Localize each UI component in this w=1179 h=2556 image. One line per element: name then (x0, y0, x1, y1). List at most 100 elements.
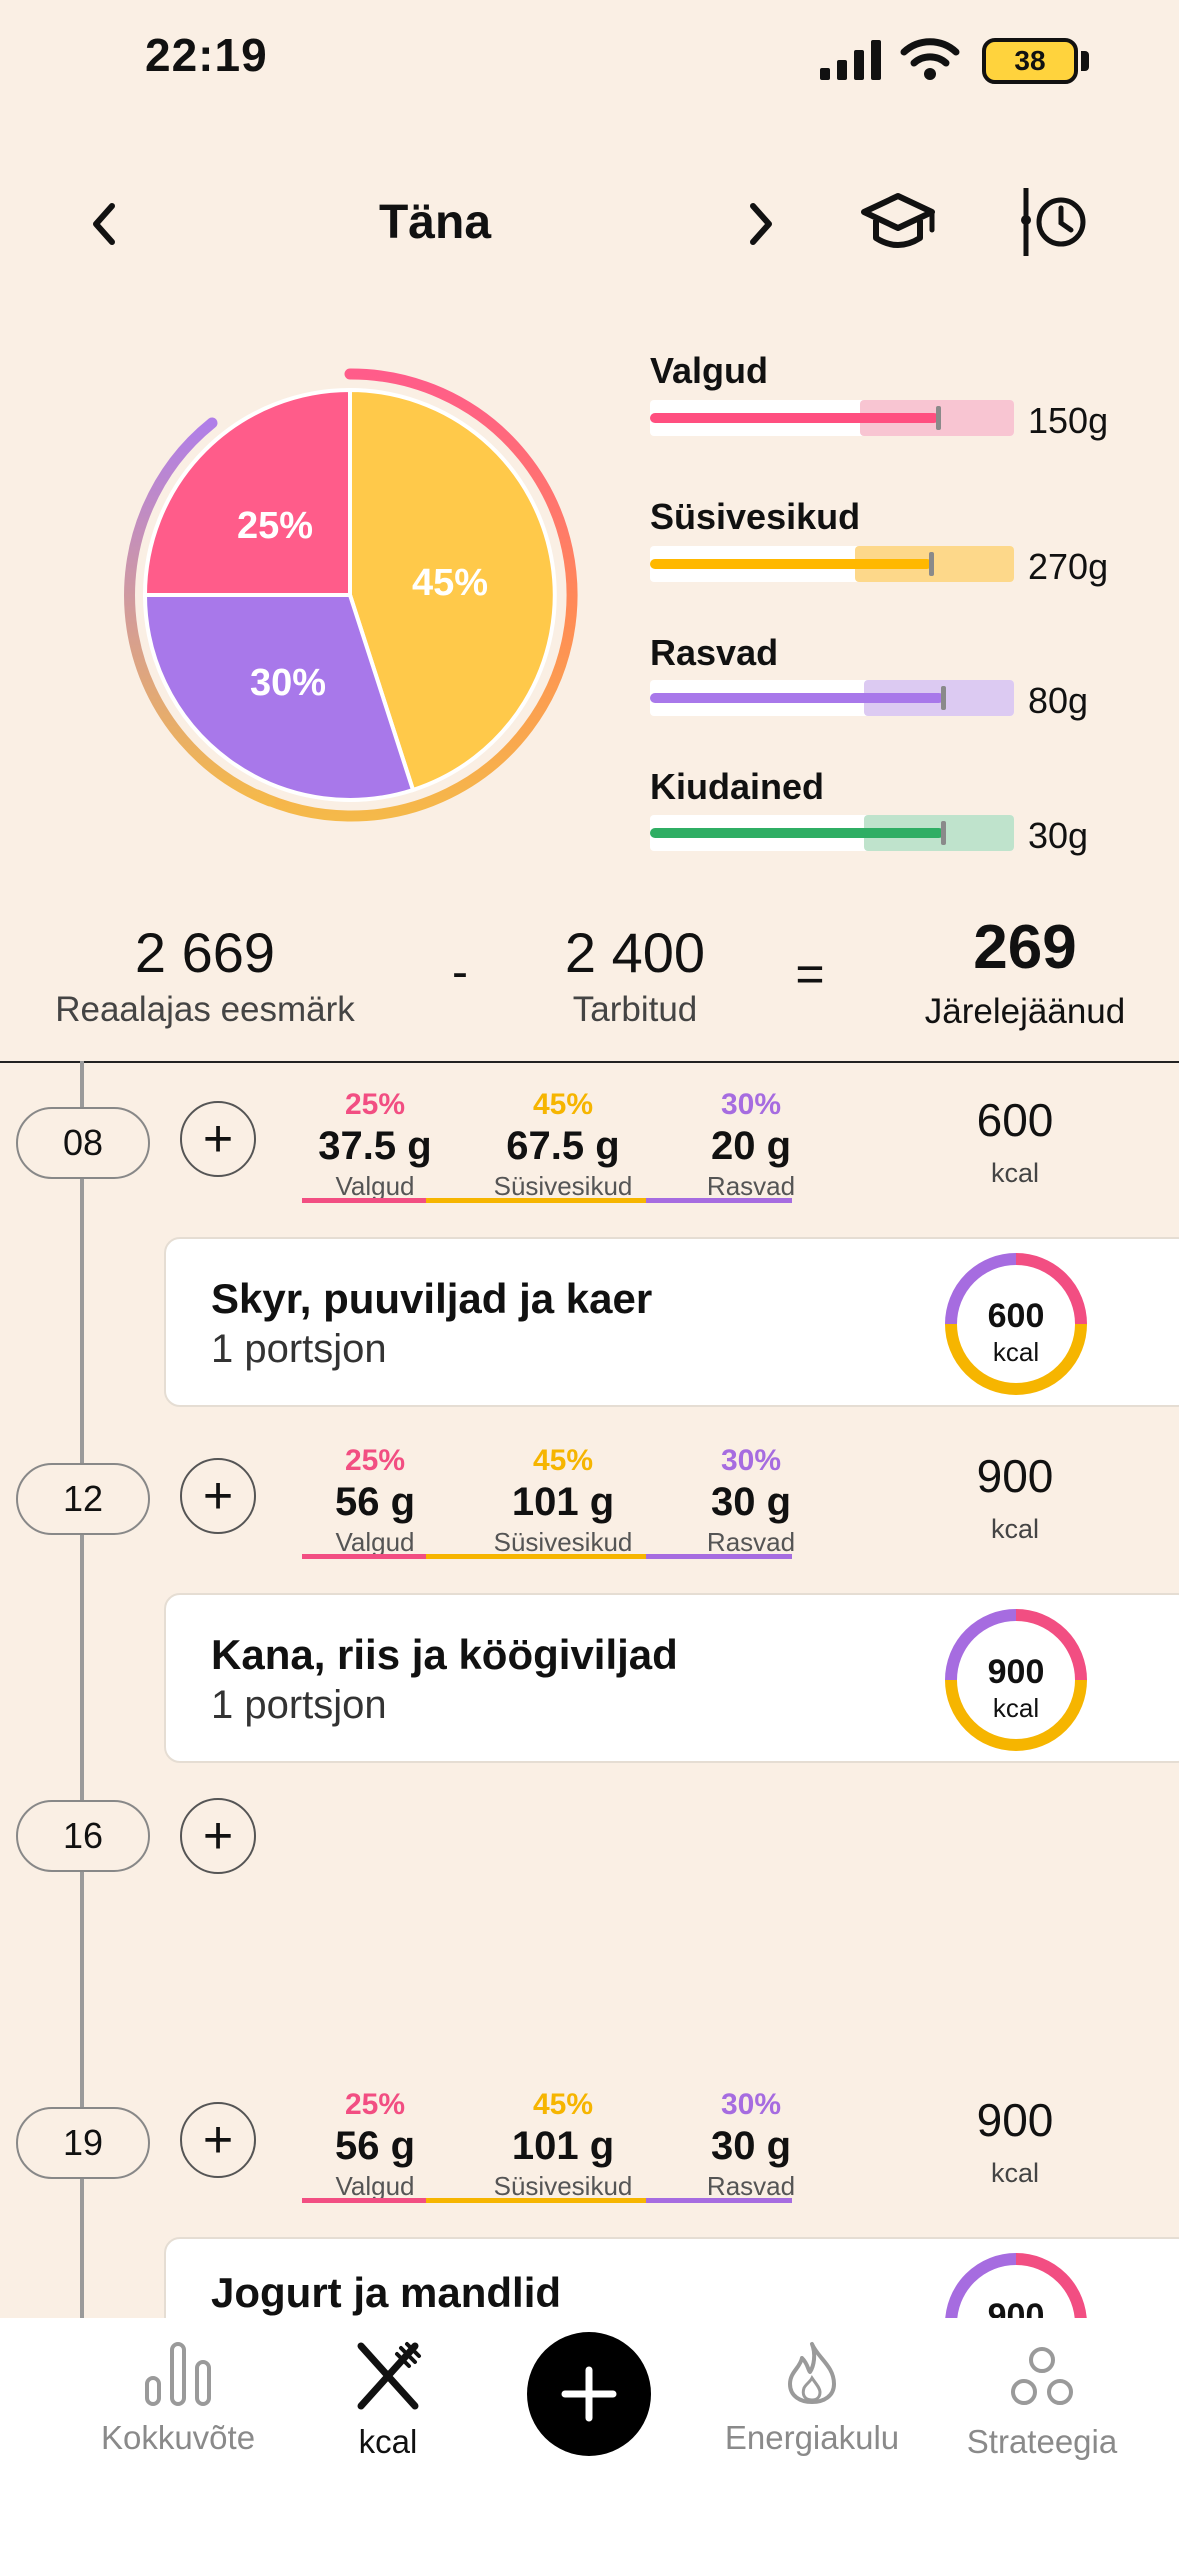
macro-bar-fill (650, 413, 939, 423)
graduation-cap-icon[interactable] (860, 190, 936, 256)
meal-card-kcal-unit: kcal (992, 1337, 1040, 1367)
tab-bar: Kokkuvõte kcal Energiakulu Strateegia (0, 2318, 1179, 2556)
add-meal-08-button[interactable]: + (180, 1101, 256, 1177)
add-meal-19-button[interactable]: + (180, 2102, 256, 2178)
macro-bar-marker (940, 686, 946, 710)
macro-label-protein: Valgud (650, 350, 769, 391)
macro-bar-marker (940, 821, 946, 845)
status-time: 22:19 (145, 29, 268, 81)
meal-card-title: Jogurt ja mandlid (211, 2269, 562, 2316)
meal-19-protein-underline (302, 2198, 426, 2203)
macro-bar-carbs (650, 546, 1014, 582)
meal-card-kana[interactable]: Kana, riis ja köögiviljad 1 portsjon 900… (164, 1593, 1179, 1763)
meal-19-kcal-unit: kcal (990, 2158, 1039, 2188)
consumed-value: 2 400 (564, 921, 706, 984)
meal-19-carbs-underline (426, 2198, 646, 2203)
plus-icon (561, 2366, 617, 2422)
macro-bar-fill (650, 693, 944, 703)
time-slot-12[interactable]: 12 (16, 1463, 150, 1535)
consumed-label: Tarbitud (572, 990, 698, 1029)
bar-chart-icon (145, 2342, 211, 2406)
meal-card-kcal-unit: kcal (992, 1693, 1040, 1723)
add-meal-16-button[interactable]: + (180, 1798, 256, 1874)
timeline-line (80, 1061, 84, 2321)
macro-value-protein: 150g (1028, 400, 1109, 441)
meal-card-skyr[interactable]: Skyr, puuviljad ja kaer 1 portsjon 600 k… (164, 1237, 1179, 1407)
meal-card-kcal: 900 (987, 1653, 1045, 1691)
meal-card-subtitle: 1 portsjon (211, 1327, 387, 1371)
tab-energiakulu[interactable]: Energiakulu (702, 2340, 922, 2457)
meal-12-kcal: 900 (976, 1450, 1054, 1502)
goal-value: 2 669 (134, 921, 276, 984)
meal-19-fat-underline (646, 2198, 792, 2203)
minus-sign: - (452, 946, 468, 999)
meal-12-protein: 25% 56 g Valgud (334, 1444, 416, 1557)
equals-sign: = (795, 946, 825, 1002)
pie-slice-protein (142, 387, 352, 597)
meal-08-protein: 25% 37.5 g Valgud (318, 1088, 432, 1201)
tab-kcal[interactable]: kcal (278, 2340, 498, 2461)
cellular-signal-icon (820, 40, 881, 80)
macro-bar-marker (935, 406, 941, 430)
macro-label-fiber: Kiudained (650, 766, 825, 807)
tab-kokkuvote[interactable]: Kokkuvõte (68, 2340, 288, 2457)
meal-19-carbs: 45% 101 g Süsivesikud (493, 2088, 633, 2201)
tab-label: Energiakulu (724, 2419, 900, 2456)
tab-label: Kokkuvõte (100, 2419, 256, 2456)
macro-bar-marker (929, 552, 935, 576)
fork-knife-icon (357, 2342, 421, 2410)
tab-label: kcal (358, 2423, 418, 2460)
strategy-icon (1011, 2347, 1073, 2405)
macro-value-fiber: 30g (1028, 815, 1089, 856)
macro-pie-chart: 25% 30% 45% (124, 368, 578, 822)
macro-bar-fill (650, 828, 944, 838)
meal-card-ring (945, 1253, 1087, 1395)
macro-label-carbs: Süsivesikud (650, 496, 861, 537)
goal-label: Reaalajas eesmärk (55, 990, 355, 1029)
time-slot-16[interactable]: 16 (16, 1800, 150, 1872)
section-divider (0, 1061, 1179, 1063)
meal-08-fat: 30% 20 g Rasvad (706, 1088, 796, 1201)
page-title: Täna (378, 196, 492, 249)
macro-bar-fiber (650, 815, 1014, 851)
meal-12-kcal-unit: kcal (990, 1514, 1039, 1544)
battery-indicator: 38 (982, 38, 1078, 84)
chevron-left-icon[interactable] (90, 200, 120, 248)
meal-12-carbs: 45% 101 g Süsivesikud (493, 1444, 633, 1557)
add-meal-12-button[interactable]: + (180, 1458, 256, 1534)
tab-strateegia[interactable]: Strateegia (932, 2346, 1152, 2461)
chevron-right-icon[interactable] (745, 200, 775, 248)
remaining-label: Järelejäänud (924, 992, 1126, 1031)
pie-label-protein: 25% (237, 505, 313, 547)
tab-label: Strateegia (966, 2423, 1118, 2460)
wifi-icon (900, 38, 960, 80)
pie-label-carbs: 45% (412, 562, 488, 604)
meal-card-subtitle: 1 portsjon (211, 1683, 387, 1727)
pie-slice-fat (142, 593, 416, 802)
add-button[interactable] (527, 2332, 651, 2456)
meal-12-carbs-underline (426, 1554, 646, 1559)
meal-08-carbs-underline (426, 1198, 646, 1203)
remaining-value: 269 (973, 913, 1077, 982)
macro-label-fat: Rasvad (650, 632, 779, 673)
meal-12-fat: 30% 30 g Rasvad (706, 1444, 796, 1557)
meal-card-ring (945, 1609, 1087, 1751)
pie-slice-carbs (348, 387, 557, 793)
meal-08-fat-underline (646, 1198, 792, 1203)
meal-08-protein-underline (302, 1198, 426, 1203)
meal-19-kcal: 900 (976, 2094, 1054, 2146)
meal-08-kcal: 600 (976, 1094, 1054, 1146)
time-slot-08[interactable]: 08 (16, 1107, 150, 1179)
time-slot-19[interactable]: 19 (16, 2107, 150, 2179)
meal-08-carbs: 45% 67.5 g Süsivesikud (493, 1088, 633, 1201)
meal-12-protein-underline (302, 1554, 426, 1559)
macro-bar-fat (650, 680, 1014, 716)
meal-card-title: Kana, riis ja köögiviljad (211, 1631, 678, 1678)
flame-icon (788, 2342, 836, 2404)
pie-label-fat: 30% (250, 662, 326, 704)
meal-card-kcal: 600 (987, 1297, 1045, 1335)
macro-bar-fill (650, 559, 933, 569)
timeline-clock-icon[interactable] (1018, 186, 1088, 258)
battery-tip (1081, 51, 1089, 71)
pie-outer-ring-left (124, 417, 276, 807)
